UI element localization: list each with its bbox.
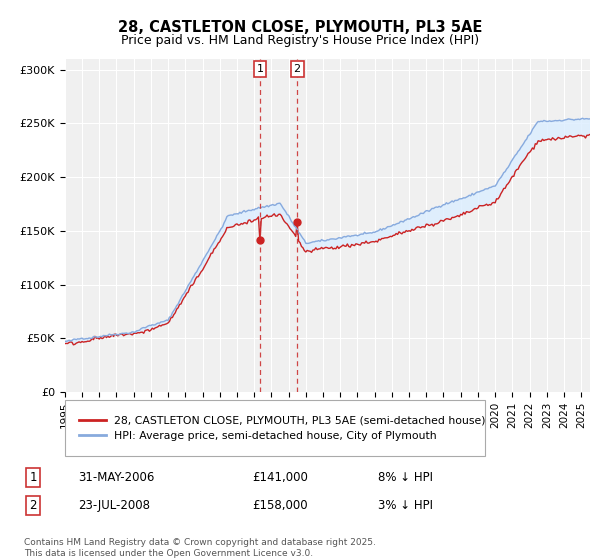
Text: £141,000: £141,000 (252, 471, 308, 484)
Text: 31-MAY-2006: 31-MAY-2006 (78, 471, 154, 484)
Text: 1: 1 (256, 64, 263, 74)
Text: 23-JUL-2008: 23-JUL-2008 (78, 499, 150, 512)
Text: Price paid vs. HM Land Registry's House Price Index (HPI): Price paid vs. HM Land Registry's House … (121, 34, 479, 46)
Text: £158,000: £158,000 (252, 499, 308, 512)
Text: 1: 1 (29, 471, 37, 484)
Text: 28, CASTLETON CLOSE, PLYMOUTH, PL3 5AE: 28, CASTLETON CLOSE, PLYMOUTH, PL3 5AE (118, 20, 482, 35)
Text: 3% ↓ HPI: 3% ↓ HPI (378, 499, 433, 512)
FancyBboxPatch shape (65, 400, 485, 456)
Text: 2: 2 (293, 64, 301, 74)
Legend: 28, CASTLETON CLOSE, PLYMOUTH, PL3 5AE (semi-detached house), HPI: Average price: 28, CASTLETON CLOSE, PLYMOUTH, PL3 5AE (… (74, 412, 490, 445)
Text: 2: 2 (29, 499, 37, 512)
Text: 8% ↓ HPI: 8% ↓ HPI (378, 471, 433, 484)
Text: Contains HM Land Registry data © Crown copyright and database right 2025.
This d: Contains HM Land Registry data © Crown c… (24, 538, 376, 558)
